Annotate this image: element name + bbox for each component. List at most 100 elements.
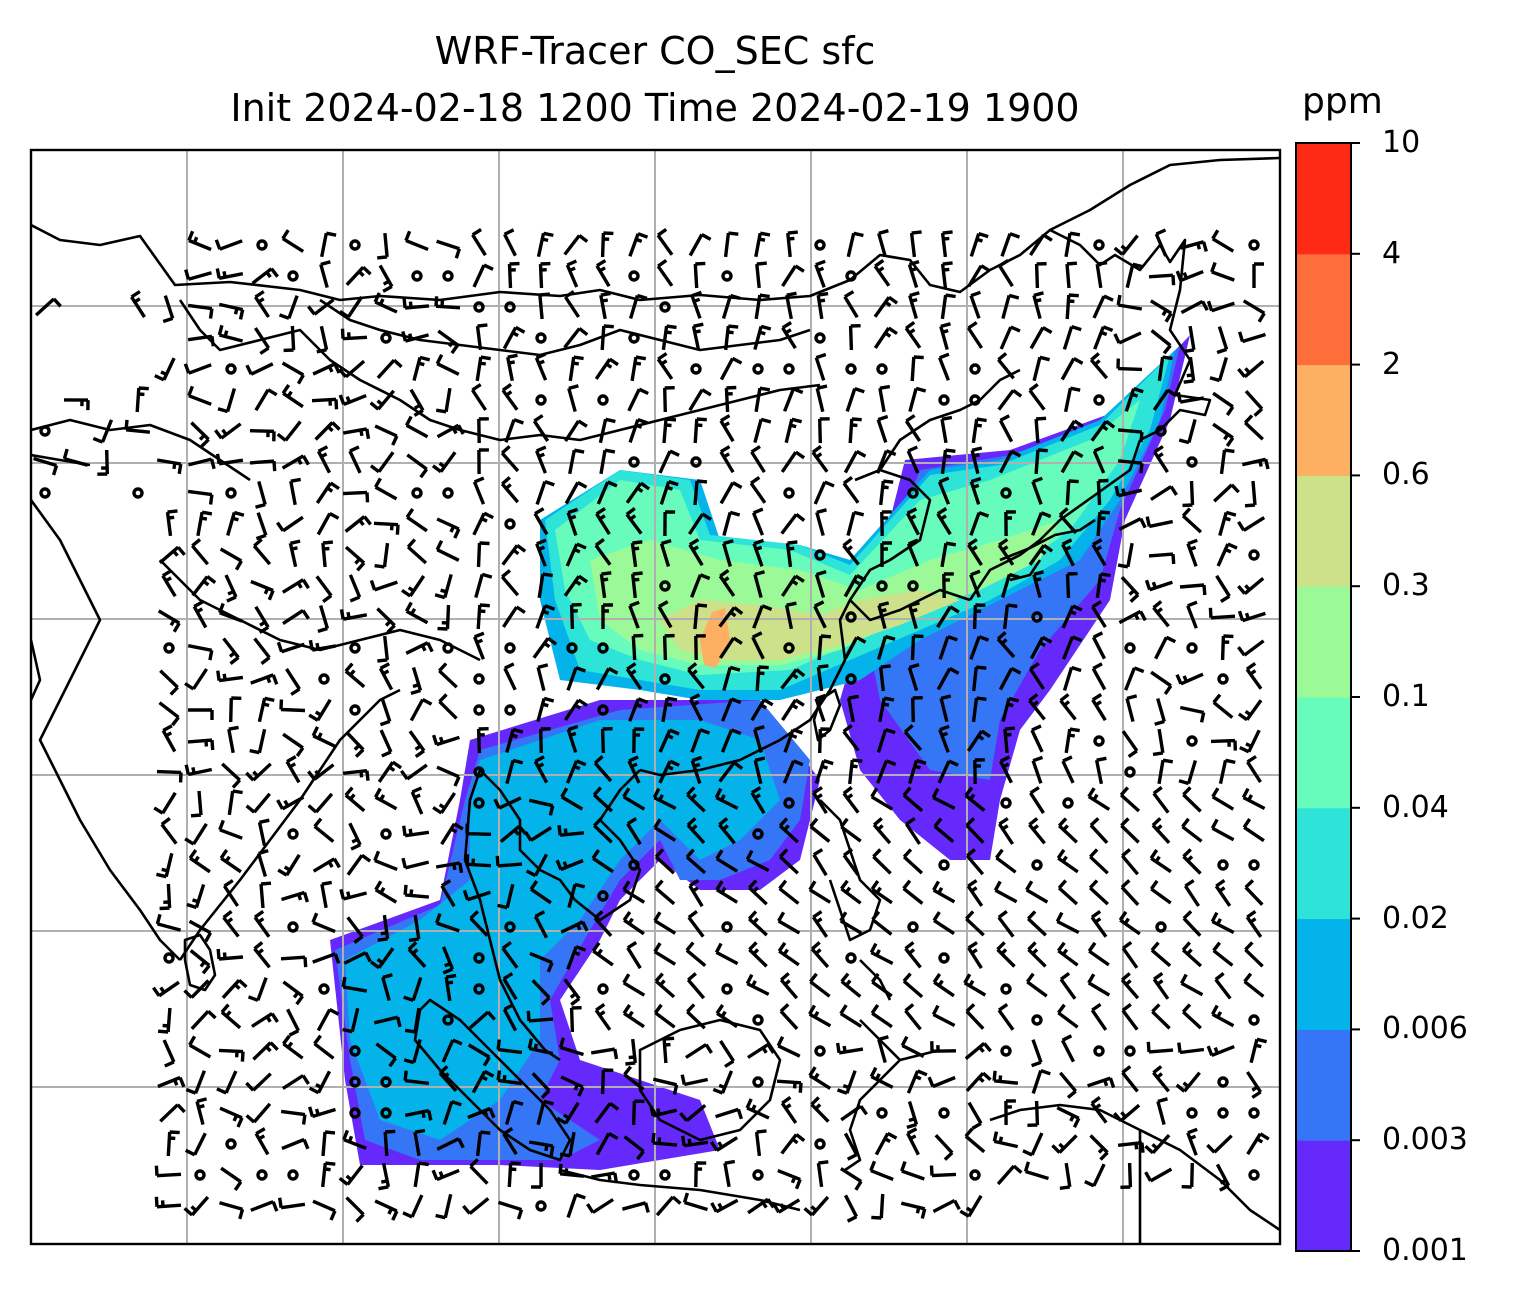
wind-barb-icon — [1211, 229, 1235, 253]
calm-wind-circle-icon — [535, 1200, 547, 1212]
calm-wind-circle-icon — [845, 270, 857, 282]
wind-barb-icon — [311, 397, 339, 410]
calm-wind-circle-icon — [411, 270, 423, 282]
wind-barb-icon — [1175, 270, 1204, 282]
wind-barb-icon — [1118, 517, 1147, 531]
calm-wind-circle-icon — [380, 332, 392, 344]
wind-barb-icon — [281, 1137, 310, 1151]
wind-barb-icon — [379, 729, 393, 758]
calm-wind-circle-icon — [1124, 642, 1136, 654]
wind-barb-icon — [662, 417, 677, 444]
wind-barb-icon — [435, 387, 452, 414]
wind-barb-icon — [476, 603, 490, 630]
wind-barb-icon — [876, 759, 897, 784]
wind-barb-icon — [313, 817, 335, 843]
wind-barb-icon — [902, 972, 924, 999]
wind-barb-icon — [536, 231, 554, 258]
wind-barb-icon — [688, 233, 712, 257]
wind-barb-icon — [226, 510, 245, 536]
wind-barb-icon — [1150, 329, 1172, 355]
wind-barb-icon — [782, 759, 804, 784]
wind-barb-icon — [374, 787, 398, 811]
wind-barb-icon — [754, 293, 770, 320]
calm-wind-circle-icon — [907, 487, 919, 499]
calm-wind-circle-icon — [845, 363, 857, 375]
wind-barb-icon — [1150, 941, 1172, 968]
wind-barb-icon — [569, 1006, 582, 1033]
wind-barb-icon — [536, 663, 549, 692]
calm-wind-circle-icon — [39, 425, 51, 437]
wind-barb-icon — [495, 855, 523, 868]
wind-barb-icon — [566, 1192, 586, 1218]
wind-barb-icon — [441, 1038, 463, 1063]
wind-barb-icon — [215, 453, 244, 466]
wind-barb-icon — [656, 352, 674, 380]
wind-barb-icon — [1084, 1163, 1106, 1188]
wind-barb-icon — [186, 883, 206, 910]
wind-barb-icon — [1215, 574, 1231, 603]
wind-barb-icon — [438, 1065, 458, 1093]
colorbar-tick-label: 0.003 — [1382, 1122, 1468, 1158]
wind-barb-icon — [1149, 299, 1173, 323]
wind-barb-icon — [712, 1070, 734, 1095]
wind-barb-icon — [435, 539, 460, 562]
wind-barb-icon — [320, 231, 337, 258]
wind-barb-icon — [818, 727, 831, 754]
wind-barb-icon — [250, 673, 279, 685]
wind-barb-icon — [959, 1194, 983, 1218]
wind-barb-icon — [967, 941, 983, 970]
wind-barb-icon — [998, 414, 1014, 443]
wind-barb-icon — [685, 941, 707, 968]
wind-barb-icon — [836, 1070, 857, 1095]
wind-barb-icon — [623, 1135, 645, 1161]
wind-barb-icon — [1087, 941, 1110, 967]
wind-barb-icon — [723, 231, 739, 258]
wind-barb-icon — [622, 1004, 645, 1029]
wind-barb-icon — [1062, 324, 1082, 350]
wind-barb-icon — [1212, 422, 1235, 447]
wind-barb-icon — [316, 512, 340, 536]
wind-barb-icon — [502, 972, 518, 1001]
wind-barb-icon — [718, 817, 736, 845]
wind-barb-icon — [566, 945, 587, 970]
wind-barb-icon — [1176, 391, 1205, 404]
wind-barb-icon — [187, 489, 214, 505]
wind-barb-icon — [653, 911, 677, 935]
wind-barb-icon — [1056, 848, 1079, 874]
wind-barb-icon — [1152, 786, 1170, 814]
wind-barb-icon — [876, 634, 896, 660]
wind-barb-icon — [1089, 352, 1109, 380]
wind-barb-icon — [621, 1201, 650, 1213]
wind-barb-icon — [623, 1065, 645, 1091]
wind-barb-icon — [682, 1192, 708, 1212]
wind-barb-icon — [1117, 1141, 1145, 1153]
wind-barb-icon — [475, 355, 491, 382]
wind-barb-icon — [253, 941, 271, 969]
wind-barb-icon — [816, 291, 829, 320]
wind-barb-icon — [625, 481, 651, 504]
wind-barb-icon — [502, 1127, 518, 1156]
wind-barb-icon — [227, 725, 239, 754]
wind-barb-icon — [1183, 325, 1196, 354]
wind-barb-icon — [438, 693, 458, 720]
wind-barb-icon — [596, 480, 618, 505]
wind-barb-icon — [404, 230, 429, 251]
wind-barb-icon — [814, 569, 827, 598]
calm-wind-circle-icon — [535, 332, 547, 344]
wind-barb-icon — [316, 1008, 340, 1032]
wind-barb-icon — [1027, 1100, 1040, 1127]
wind-barb-icon — [1026, 910, 1047, 937]
wind-barb-icon — [965, 1071, 992, 1093]
colorbar-segment — [1296, 475, 1351, 587]
colorbar-segment — [1296, 697, 1351, 809]
wind-barb-icon — [185, 1070, 206, 1095]
wind-barb-icon — [219, 849, 242, 874]
wind-barb-icon — [779, 1003, 799, 1030]
wind-barb-icon — [907, 259, 920, 289]
wind-barb-icon — [1113, 234, 1139, 256]
wind-barb-icon — [715, 1004, 738, 1029]
wind-barb-icon — [1144, 1133, 1171, 1155]
wind-barb-icon — [559, 1131, 576, 1158]
wind-barb-icon — [1157, 758, 1174, 785]
wind-barb-icon — [870, 1004, 893, 1029]
